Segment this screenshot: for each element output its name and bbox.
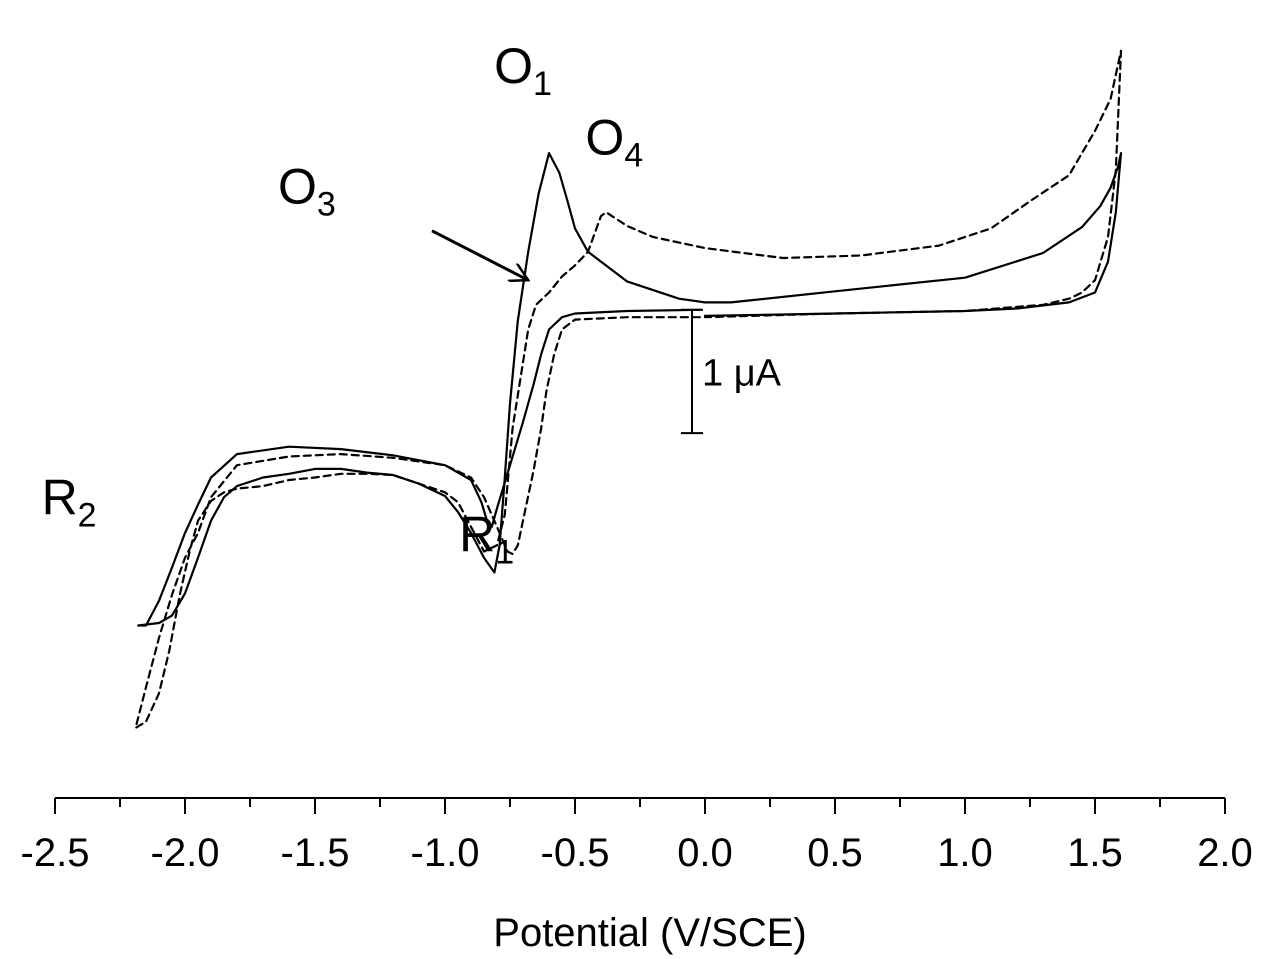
peak-label-subscript: 3	[317, 186, 336, 224]
x-tick-label: -1.5	[281, 831, 350, 875]
peak-label-o4: O4	[585, 109, 643, 174]
x-tick-label: 0.5	[807, 831, 863, 875]
x-axis: -2.5 -2.0 -1.5 -1.0 -0.5 0.0 0.5 1.0 1.5 2.0	[21, 797, 1253, 875]
peak-label-main: O	[494, 38, 533, 94]
curves-layer	[134, 49, 1123, 729]
x-tick-label: 0.0	[677, 831, 733, 875]
scale-bar-label: 1 μA	[702, 352, 782, 394]
peak-label-main: O	[585, 109, 624, 165]
peak-label-main: R	[459, 507, 495, 563]
peak-label-main: O	[278, 159, 317, 215]
peak-label-subscript: 1	[533, 65, 552, 103]
peak-label-o1: O1	[494, 38, 552, 103]
peak-label-subscript: 4	[624, 136, 643, 174]
x-tick-label: 2.0	[1197, 831, 1253, 875]
series-line-solid	[137, 152, 1123, 627]
x-tick-label: 1.5	[1067, 831, 1123, 875]
peak-label-r1: R1	[459, 507, 514, 572]
x-tick-label: -2.5	[21, 831, 90, 875]
scale-bar: 1 μA	[681, 308, 782, 435]
peak-label-main: R	[42, 470, 78, 526]
x-axis-title: Potential (V/SCE)	[493, 911, 806, 955]
peak-label-subscript: 1	[495, 534, 514, 572]
o3-pointer-arrow	[431, 229, 528, 280]
x-tick-label: 1.0	[937, 831, 993, 875]
x-tick-label: -2.0	[151, 831, 220, 875]
series-line-dashed	[134, 49, 1123, 729]
peak-label-subscript: 2	[78, 497, 97, 535]
peak-label-r2: R2	[42, 470, 97, 535]
peak-label-o3: O3	[278, 159, 336, 224]
x-tick-label: -1.0	[411, 831, 480, 875]
x-tick-label: -0.5	[541, 831, 610, 875]
